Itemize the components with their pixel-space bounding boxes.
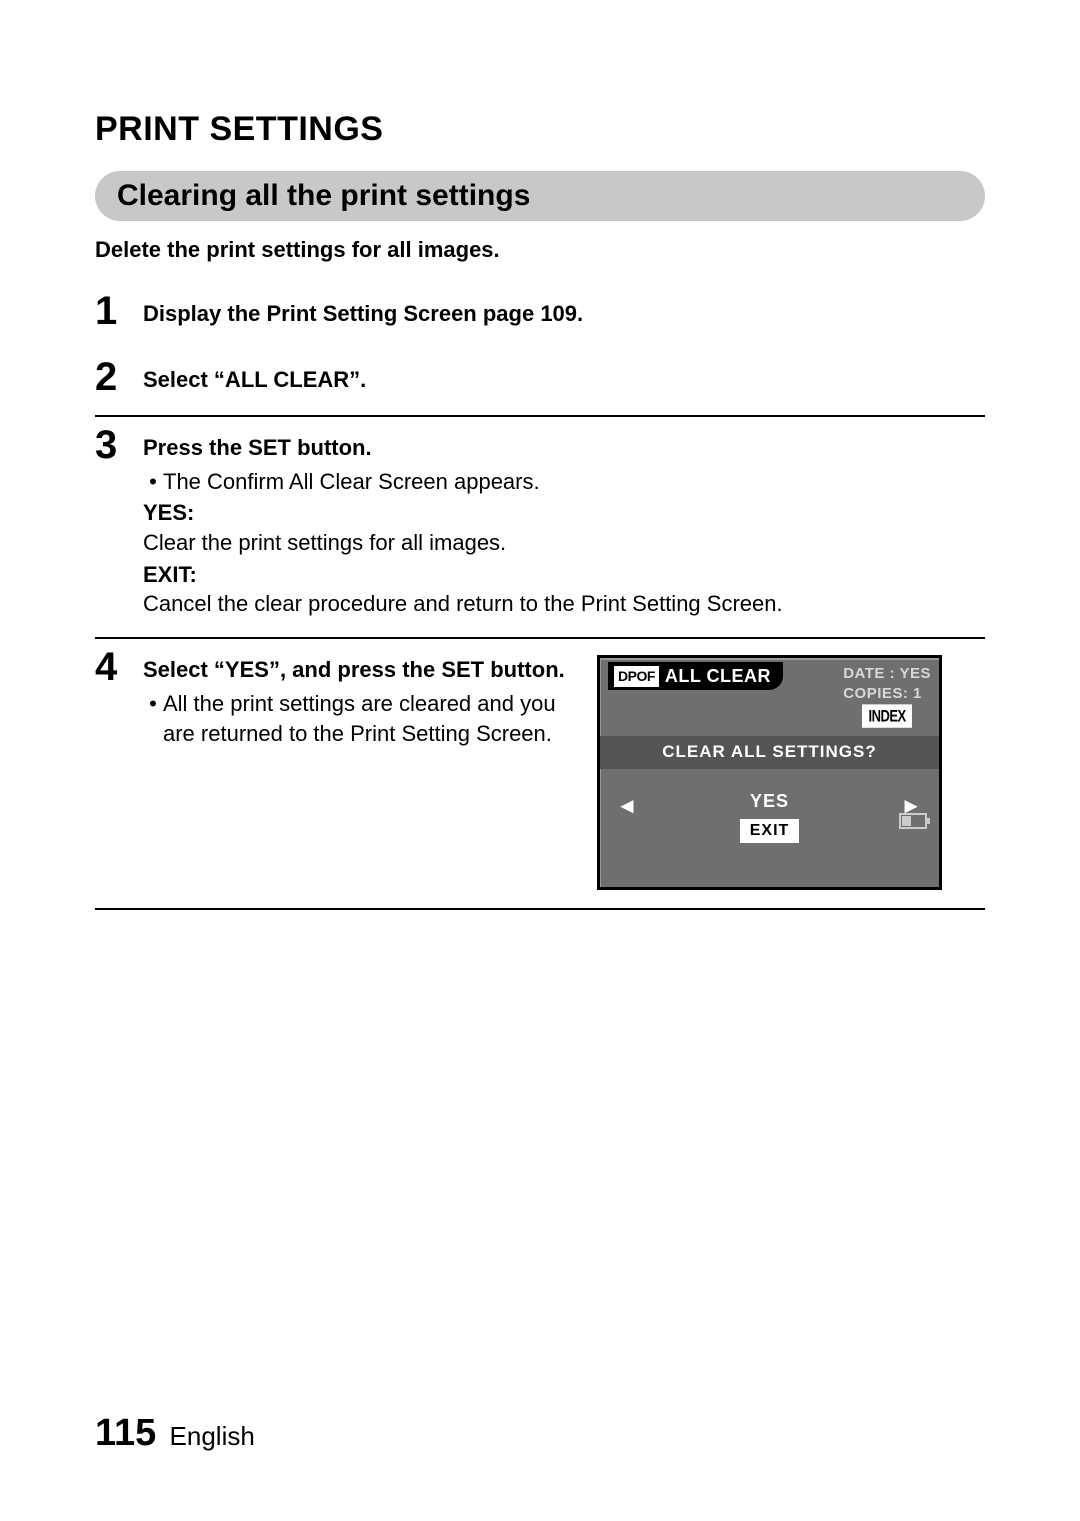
bullet-text: The Confirm All Clear Screen appears.: [163, 467, 540, 497]
lcd-options: ◄ ► YES EXIT: [600, 769, 939, 843]
lcd-index-badge: INDEX: [862, 704, 911, 727]
step-number: 2: [95, 357, 143, 397]
step-2: 2 Select “ALL CLEAR”.: [95, 359, 985, 417]
lcd-all-clear-label: ALL CLEAR: [665, 664, 771, 688]
section-subtitle: Delete the print settings for all images…: [95, 237, 985, 263]
section-heading: Clearing all the print settings: [95, 171, 985, 221]
battery-icon: [899, 813, 927, 829]
step-1: 1 Display the Print Setting Screen page …: [95, 293, 985, 349]
bullet-icon: •: [143, 689, 163, 719]
bullet-icon: •: [143, 467, 163, 497]
lcd-status-block: DATE : YES COPIES: 1 INDEX: [843, 664, 931, 724]
step-number: 3: [95, 425, 143, 465]
bullet-row: • The Confirm All Clear Screen appears.: [143, 467, 985, 497]
step-instruction: Select “ALL CLEAR”.: [143, 367, 366, 392]
arrow-left-icon[interactable]: ◄: [616, 791, 639, 821]
option-yes-label: YES:: [143, 498, 985, 528]
lcd-title-tab: DPOF ALL CLEAR: [608, 662, 783, 690]
step-body: Select “ALL CLEAR”.: [143, 359, 985, 395]
page-title: PRINT SETTINGS: [95, 110, 985, 149]
option-yes-desc: Clear the print settings for all images.: [143, 528, 985, 558]
step-instruction: Press the SET button.: [143, 433, 985, 463]
step-number: 1: [95, 291, 143, 331]
dpof-badge: DPOF: [614, 666, 659, 687]
step-body: Select “YES”, and press the SET button. …: [143, 649, 985, 890]
lcd-option-exit[interactable]: EXIT: [740, 819, 800, 843]
step-body: Press the SET button. • The Confirm All …: [143, 427, 985, 619]
step-instruction: Select “YES”, and press the SET button.: [143, 655, 573, 685]
lcd-question-bar: CLEAR ALL SETTINGS?: [600, 736, 939, 769]
lcd-option-yes[interactable]: YES: [600, 789, 939, 813]
option-exit-desc: Cancel the clear procedure and return to…: [143, 589, 985, 619]
lcd-date-line: DATE : YES: [843, 664, 931, 684]
bullet-row: • All the print settings are cleared and…: [143, 689, 573, 748]
option-exit-label: EXIT:: [143, 560, 985, 590]
page-language: English: [170, 1421, 255, 1451]
page-number: 115: [95, 1412, 156, 1454]
camera-lcd-screen: DPOF ALL CLEAR DATE : YES COPIES: 1 INDE…: [597, 655, 942, 890]
step-number: 4: [95, 647, 143, 687]
step-instruction: Display the Print Setting Screen page 10…: [143, 301, 583, 326]
step-3: 3 Press the SET button. • The Confirm Al…: [95, 427, 985, 639]
manual-page: PRINT SETTINGS Clearing all the print se…: [0, 0, 1080, 1521]
step-body: Display the Print Setting Screen page 10…: [143, 293, 985, 329]
page-footer: 115 English: [95, 1412, 255, 1455]
lcd-copies-line: COPIES: 1: [843, 684, 922, 704]
step-4: 4 Select “YES”, and press the SET button…: [95, 649, 985, 910]
bullet-text: All the print settings are cleared and y…: [163, 689, 573, 748]
